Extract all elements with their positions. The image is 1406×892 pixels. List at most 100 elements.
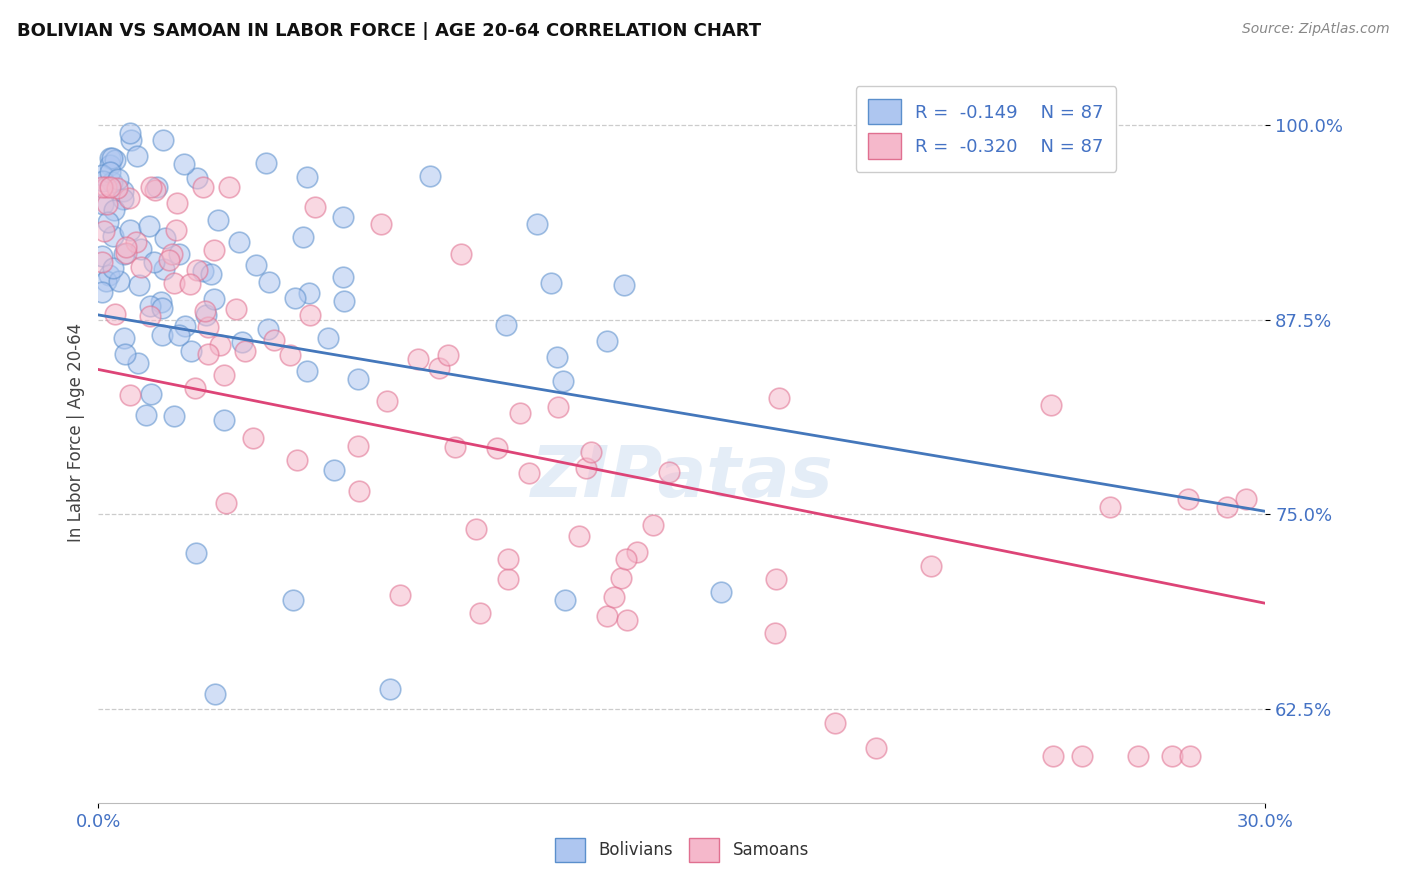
Legend: Bolivians, Samoans: Bolivians, Samoans [548,831,815,869]
Point [112,247,135,261]
Point [1177,491,1199,506]
Point [197,347,219,361]
Point [209,338,232,352]
Point [427,361,450,376]
Point [142,255,165,269]
Point [613,277,636,292]
Point [186,263,208,277]
Point [540,276,562,290]
Point [486,441,509,455]
Point [763,625,786,640]
Point [96,180,118,194]
Point [207,213,229,227]
Point [468,607,491,621]
Point [1098,500,1121,514]
Point [824,716,846,731]
Point [332,210,354,224]
Point [281,593,304,607]
Point [444,440,467,454]
Point [100,180,122,194]
Point [163,276,186,290]
Point [165,222,187,236]
Point [96,196,118,211]
Point [184,546,207,560]
Point [107,172,129,186]
Point [91,285,114,300]
Point [509,406,531,420]
Point [139,387,162,401]
Point [231,334,253,349]
Point [101,228,124,243]
Y-axis label: In Labor Force | Age 20-64: In Labor Force | Age 20-64 [66,323,84,542]
Point [614,552,637,566]
Point [304,201,326,215]
Point [256,322,278,336]
Point [104,153,127,167]
Point [179,277,201,291]
Point [135,408,157,422]
Point [1160,749,1182,764]
Point [204,687,226,701]
Point [180,344,202,359]
Point [1215,500,1237,514]
Point [1070,749,1092,764]
Point [547,400,569,414]
Point [263,333,285,347]
Point [166,196,188,211]
Point [1126,749,1149,764]
Text: BOLIVIAN VS SAMOAN IN LABOR FORCE | AGE 20-64 CORRELATION CHART: BOLIVIAN VS SAMOAN IN LABOR FORCE | AGE … [17,22,761,40]
Point [596,608,619,623]
Point [167,247,190,261]
Point [643,517,665,532]
Point [115,240,138,254]
Point [245,258,267,272]
Point [380,681,402,696]
Text: Source: ZipAtlas.com: Source: ZipAtlas.com [1241,22,1389,37]
Point [160,246,183,260]
Point [127,356,149,370]
Point [332,294,354,309]
Point [111,192,134,206]
Point [104,307,127,321]
Point [298,309,321,323]
Point [517,466,540,480]
Point [138,309,160,323]
Point [193,180,215,194]
Point [138,219,160,234]
Point [346,371,368,385]
Point [98,151,121,165]
Point [184,381,207,395]
Point [214,368,236,382]
Point [150,295,173,310]
Point [332,269,354,284]
Point [551,374,574,388]
Point [98,158,121,172]
Point [1180,749,1202,764]
Point [610,571,633,585]
Point [464,522,486,536]
Point [228,235,250,249]
Point [1234,491,1257,506]
Point [150,327,173,342]
Point [212,413,235,427]
Point [100,175,122,189]
Point [128,278,150,293]
Point [603,591,626,605]
Point [526,217,548,231]
Point [920,559,942,574]
Point [437,348,460,362]
Point [295,364,318,378]
Point [91,174,114,188]
Point [152,133,174,147]
Point [388,589,411,603]
Point [865,741,887,756]
Point [143,184,166,198]
Point [120,133,142,147]
Point [323,463,346,477]
Point [96,215,118,229]
Point [125,235,148,249]
Point [120,223,142,237]
Point [242,431,264,445]
Point [108,274,131,288]
Point [114,347,136,361]
